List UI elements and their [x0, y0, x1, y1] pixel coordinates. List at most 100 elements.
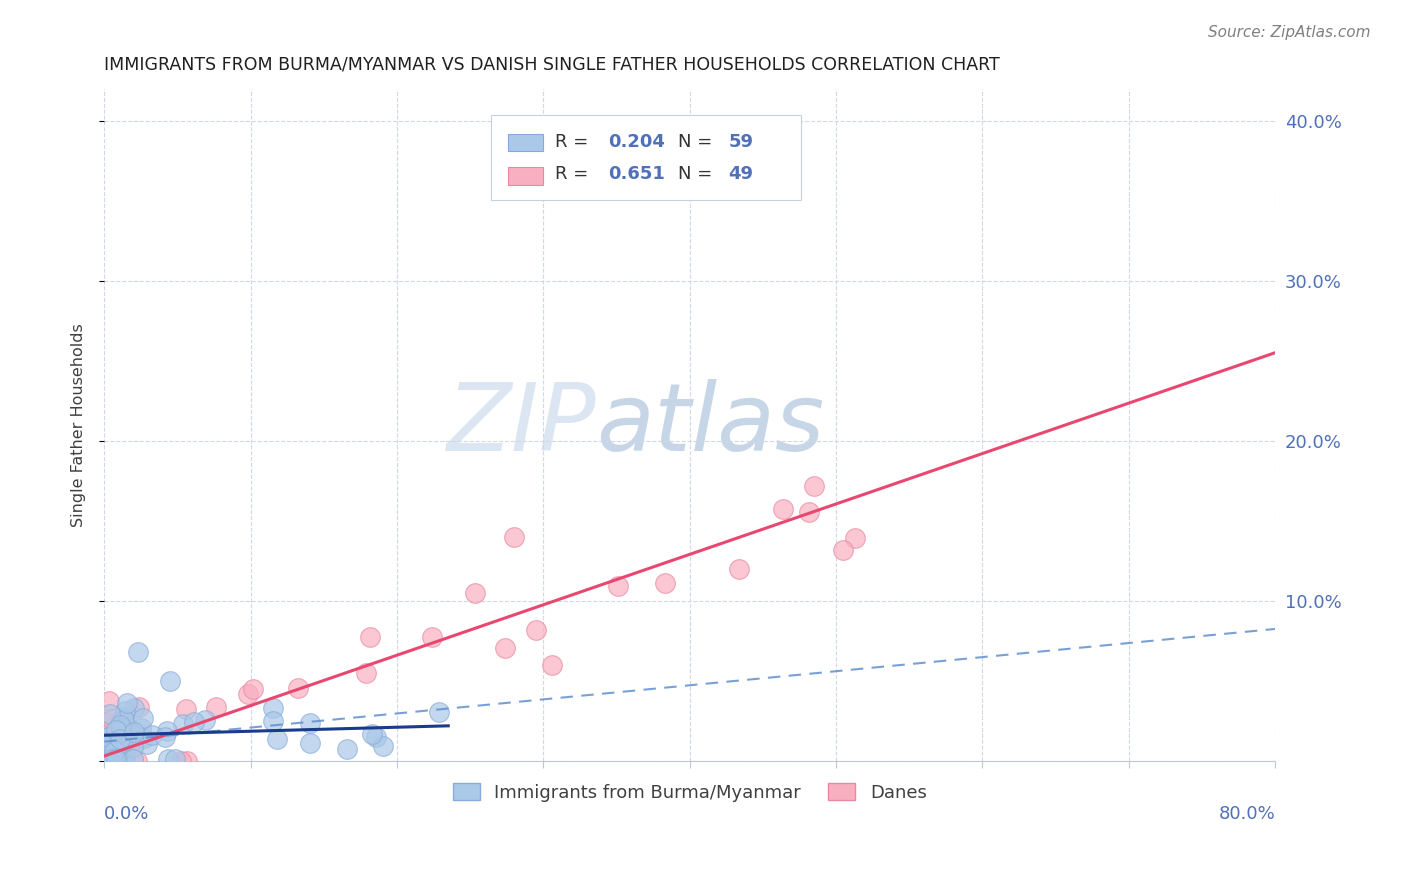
Point	[266, 732, 288, 747]
Point	[122, 739, 145, 754]
Point	[105, 747, 128, 762]
Point	[336, 742, 359, 756]
Point	[540, 658, 562, 673]
Legend: Immigrants from Burma/Myanmar, Danes: Immigrants from Burma/Myanmar, Danes	[446, 776, 934, 809]
Point	[772, 502, 794, 516]
Point	[110, 722, 132, 736]
Point	[100, 752, 122, 766]
Bar	[508, 134, 543, 151]
Point	[141, 728, 163, 742]
Point	[98, 706, 121, 721]
FancyBboxPatch shape	[491, 115, 801, 200]
Point	[107, 745, 129, 759]
Point	[156, 752, 179, 766]
Point	[503, 530, 526, 544]
Point	[606, 579, 628, 593]
Point	[298, 715, 321, 730]
Point	[105, 745, 128, 759]
Point	[176, 754, 198, 768]
Point	[136, 737, 159, 751]
Point	[129, 721, 152, 735]
Point	[122, 725, 145, 739]
Point	[96, 714, 118, 729]
Point	[831, 542, 853, 557]
Point	[127, 754, 149, 768]
Point	[105, 752, 128, 766]
Text: N =: N =	[678, 165, 718, 183]
Point	[97, 754, 120, 768]
Point	[108, 724, 131, 739]
Point	[159, 673, 181, 688]
Point	[121, 752, 143, 766]
Point	[242, 682, 264, 697]
Point	[120, 727, 142, 741]
Point	[101, 724, 124, 739]
Point	[110, 724, 132, 739]
Point	[101, 752, 124, 766]
Point	[359, 630, 381, 644]
Point	[94, 754, 117, 768]
Point	[105, 752, 128, 766]
Point	[494, 640, 516, 655]
Point	[420, 630, 443, 644]
Point	[111, 710, 134, 724]
Point	[121, 733, 143, 747]
Text: IMMIGRANTS FROM BURMA/MYANMAR VS DANISH SINGLE FATHER HOUSEHOLDS CORRELATION CHA: IMMIGRANTS FROM BURMA/MYANMAR VS DANISH …	[104, 55, 1000, 73]
Point	[371, 739, 394, 753]
Text: R =: R =	[555, 133, 595, 151]
Point	[94, 752, 117, 766]
Point	[174, 702, 197, 716]
Point	[524, 623, 547, 637]
Point	[108, 718, 131, 732]
Point	[134, 731, 156, 745]
Point	[844, 531, 866, 545]
Point	[153, 730, 176, 744]
Point	[96, 736, 118, 750]
Point	[262, 714, 284, 729]
Point	[108, 740, 131, 755]
Point	[94, 754, 117, 768]
Point	[115, 696, 138, 710]
Point	[94, 735, 117, 749]
Point	[299, 736, 322, 750]
Text: Source: ZipAtlas.com: Source: ZipAtlas.com	[1208, 25, 1371, 40]
Point	[108, 743, 131, 757]
Point	[101, 712, 124, 726]
Point	[727, 562, 749, 576]
Point	[132, 711, 155, 725]
Point	[114, 752, 136, 766]
Text: 59: 59	[728, 133, 754, 151]
Point	[97, 747, 120, 761]
Point	[156, 723, 179, 738]
Text: 80.0%: 80.0%	[1219, 805, 1275, 822]
Text: R =: R =	[555, 165, 595, 183]
Point	[114, 745, 136, 759]
Point	[803, 479, 825, 493]
Point	[464, 586, 486, 600]
Point	[127, 645, 149, 659]
Point	[100, 750, 122, 764]
Point	[427, 706, 450, 720]
Point	[103, 744, 125, 758]
Point	[654, 575, 676, 590]
Point	[236, 687, 259, 701]
Point	[103, 752, 125, 766]
Text: 0.651: 0.651	[607, 165, 665, 183]
Point	[125, 734, 148, 748]
Point	[105, 733, 128, 747]
Point	[98, 734, 121, 748]
Point	[94, 754, 117, 768]
Point	[96, 731, 118, 746]
Point	[105, 744, 128, 758]
Point	[111, 736, 134, 750]
Point	[94, 754, 117, 768]
Point	[117, 720, 139, 734]
Point	[111, 748, 134, 763]
Point	[287, 681, 309, 695]
Text: 49: 49	[728, 165, 754, 183]
Point	[183, 715, 205, 730]
Point	[163, 752, 186, 766]
Bar	[508, 167, 543, 185]
Point	[94, 732, 117, 747]
Point	[122, 700, 145, 714]
